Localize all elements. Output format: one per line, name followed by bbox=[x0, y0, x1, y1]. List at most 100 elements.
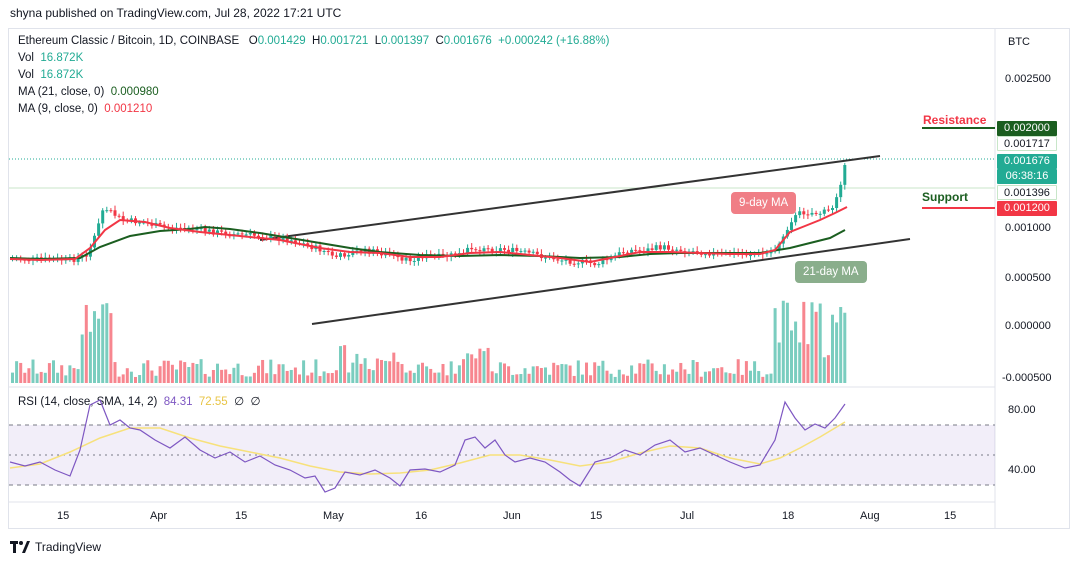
volume-bar bbox=[412, 372, 416, 383]
volume-bar bbox=[183, 362, 187, 383]
volume-bar bbox=[462, 359, 465, 383]
rsi-ma-line bbox=[9, 421, 846, 475]
candle-body bbox=[113, 210, 117, 216]
candle-body bbox=[322, 250, 326, 252]
rsi-legend[interactable]: RSI (14, close, SMA, 14, 2) 84.31 72.55 … bbox=[18, 394, 261, 408]
symbol-name[interactable]: Ethereum Classic / Bitcoin, 1D, COINBASE bbox=[18, 35, 240, 47]
candle-body bbox=[679, 249, 683, 252]
resistance-annotation[interactable]: Resistance bbox=[923, 113, 987, 127]
ma9-legend[interactable]: MA (9, close, 0) 0.001210 bbox=[18, 103, 152, 115]
volume-bar bbox=[667, 374, 670, 383]
volume-bar bbox=[781, 300, 785, 383]
brand-name[interactable]: TradingView bbox=[35, 540, 102, 554]
high-price-tag: 0.001717 bbox=[997, 136, 1057, 151]
chart-frame bbox=[8, 28, 1070, 529]
time-tick: Apr bbox=[150, 510, 168, 522]
candle-body bbox=[224, 231, 228, 236]
volume-bar bbox=[453, 373, 457, 383]
candle-body bbox=[802, 211, 806, 215]
candle-body bbox=[621, 252, 625, 254]
volume-bar bbox=[474, 358, 478, 383]
candle-body bbox=[765, 253, 769, 255]
volume-bar bbox=[671, 369, 675, 383]
candle-body bbox=[252, 233, 256, 236]
volume-bar bbox=[822, 357, 826, 383]
vol-legend-1[interactable]: Vol 16.872K bbox=[18, 52, 83, 64]
volume-bar bbox=[265, 373, 269, 383]
volume-bar bbox=[552, 362, 556, 383]
volume-bar bbox=[76, 369, 80, 383]
currency-label: BTC bbox=[1008, 36, 1030, 48]
volume-bar bbox=[703, 371, 707, 383]
volume-bar bbox=[580, 374, 584, 383]
candle-body bbox=[408, 257, 412, 262]
volume-bar bbox=[269, 359, 273, 383]
candle-body bbox=[248, 233, 252, 235]
volume-bar bbox=[765, 374, 769, 383]
volume-bar bbox=[494, 373, 498, 383]
candle-body bbox=[822, 209, 826, 214]
candle-body bbox=[138, 222, 142, 224]
volume-bar bbox=[617, 369, 621, 383]
candle-body bbox=[404, 257, 408, 261]
upper-trendline[interactable] bbox=[259, 155, 881, 241]
volume-bar bbox=[322, 371, 326, 383]
candle-body bbox=[519, 251, 523, 253]
candle-body bbox=[105, 210, 109, 212]
volume-bar bbox=[277, 364, 281, 383]
candle-body bbox=[195, 229, 199, 231]
candle-body bbox=[839, 184, 843, 198]
lower-trendline[interactable] bbox=[311, 238, 911, 325]
volume-bar bbox=[27, 368, 31, 383]
time-tick: 15 bbox=[235, 510, 248, 522]
support-annotation[interactable]: Support bbox=[922, 190, 968, 204]
candle-body bbox=[339, 253, 342, 257]
volume-bar bbox=[170, 364, 174, 383]
candle-body bbox=[601, 259, 605, 265]
rsi-tick: 80.00 bbox=[1008, 404, 1036, 416]
volume-bar bbox=[47, 363, 51, 383]
volume-bar bbox=[699, 376, 703, 383]
ma9-line[interactable] bbox=[9, 206, 848, 264]
volume-bar bbox=[257, 365, 260, 383]
volume-bar bbox=[593, 362, 597, 383]
volume-bar bbox=[203, 373, 207, 383]
candle-body bbox=[531, 251, 535, 253]
volume-bar bbox=[310, 372, 314, 383]
candle-body bbox=[585, 259, 588, 261]
volume-bar bbox=[761, 376, 765, 383]
volume-bar bbox=[646, 359, 650, 383]
volume-bar bbox=[134, 376, 137, 383]
candle-body bbox=[498, 248, 502, 252]
volume-bar bbox=[125, 368, 129, 383]
ma9-bubble[interactable]: 9-day MA bbox=[731, 192, 797, 214]
volume-bar bbox=[175, 369, 178, 383]
volume-bar bbox=[179, 360, 183, 383]
volume-bar bbox=[826, 355, 830, 383]
time-tick: 15 bbox=[590, 510, 603, 522]
close-value: 0.001676 bbox=[443, 35, 492, 47]
volume-bar bbox=[675, 371, 679, 383]
ma21-legend[interactable]: MA (21, close, 0) 0.000980 bbox=[18, 86, 159, 98]
candle-body bbox=[843, 165, 847, 185]
candle-body bbox=[121, 216, 125, 221]
volume-bar bbox=[757, 371, 761, 383]
countdown-tag: 06:38:16 bbox=[997, 169, 1057, 184]
volume-bar bbox=[31, 359, 35, 383]
vol-legend-2[interactable]: Vol 16.872K bbox=[18, 69, 83, 81]
volume-bar bbox=[23, 372, 27, 383]
high-label: H bbox=[312, 35, 321, 47]
volume-bar bbox=[64, 375, 68, 383]
rsi-tick: 40.00 bbox=[1008, 464, 1036, 476]
volume-bar bbox=[162, 360, 166, 383]
candle-body bbox=[511, 247, 515, 253]
candle-body bbox=[556, 259, 560, 261]
volume-bar bbox=[388, 361, 392, 383]
candle-body bbox=[646, 248, 650, 253]
volume-bar bbox=[355, 353, 359, 383]
volume-bar bbox=[154, 375, 158, 383]
low-value: 0.001397 bbox=[381, 35, 430, 47]
candle-body bbox=[158, 222, 162, 225]
ma21-bubble[interactable]: 21-day MA bbox=[795, 261, 867, 283]
